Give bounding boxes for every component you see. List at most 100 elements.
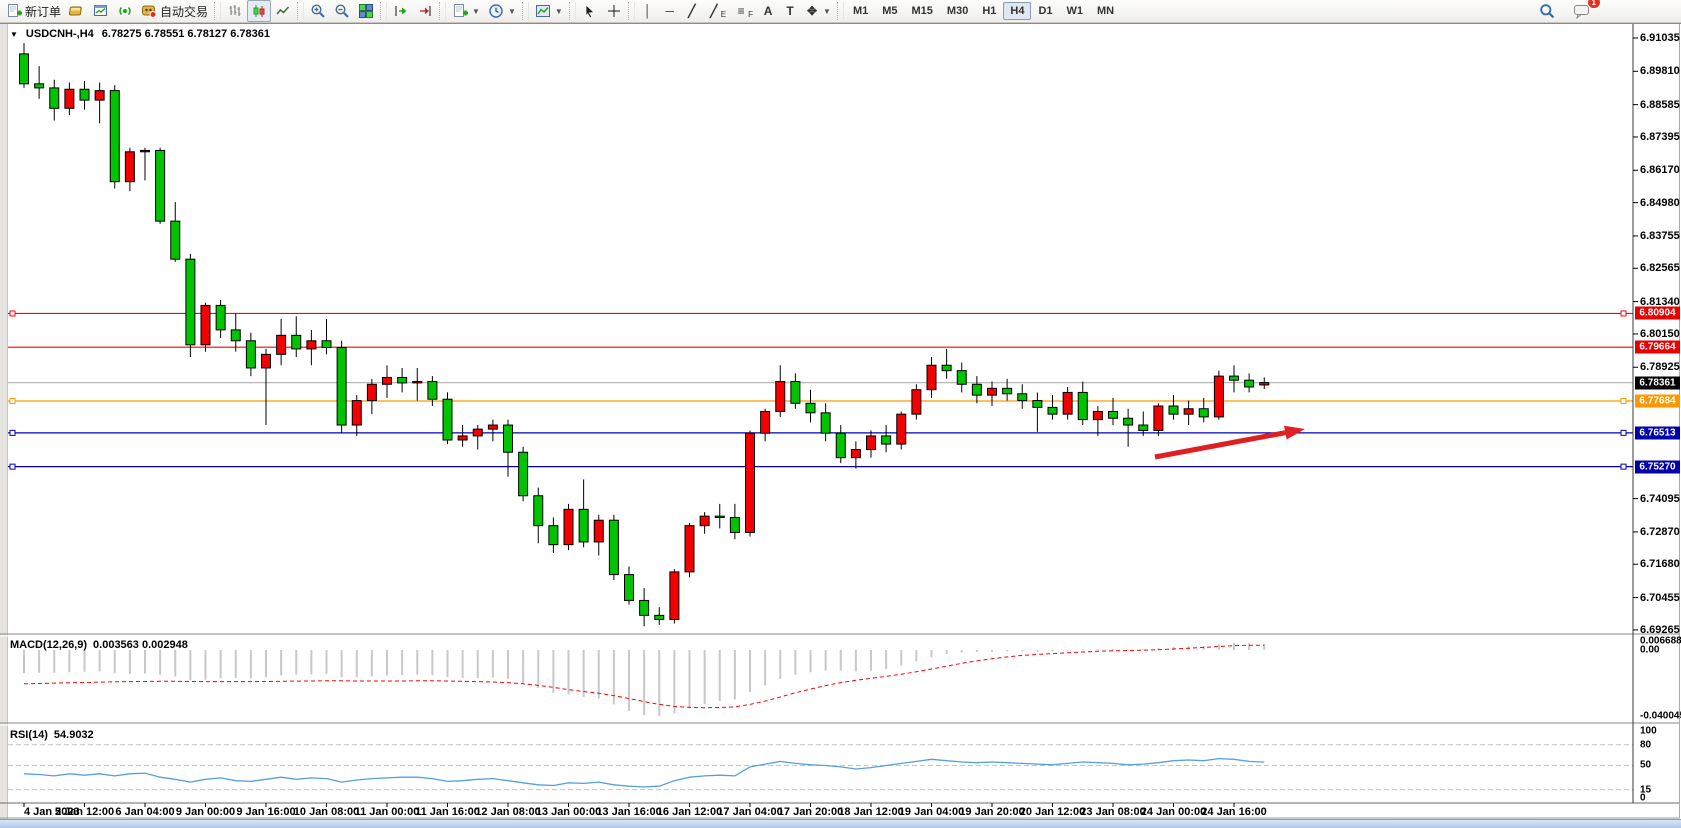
timeframe-m15-button[interactable]: M15 <box>911 5 933 17</box>
one-click-trading-toggle[interactable]: ▼ <box>10 29 18 39</box>
price-badge-6.76513: 6.76513 <box>1635 426 1680 440</box>
trendline-button[interactable]: ╱ <box>681 1 703 21</box>
crosshair-button[interactable] <box>602 0 626 22</box>
time-axis-label[interactable]: 17 Jan 04:00 <box>717 806 783 818</box>
time-axis-label[interactable]: 6 Jan 04:00 <box>115 806 175 818</box>
level-handle[interactable] <box>9 429 16 436</box>
candle-body <box>911 389 922 415</box>
zoom-in-button[interactable] <box>306 0 330 22</box>
time-axis-label[interactable]: 10 Jan 08:00 <box>293 806 360 818</box>
templates-dropdown-caret[interactable]: ▼ <box>554 6 563 16</box>
price-axis-label[interactable]: 6.71680 <box>1640 558 1680 571</box>
price-axis-label[interactable]: 6.69265 <box>1640 623 1680 636</box>
text-button[interactable]: A <box>757 1 779 21</box>
fibonacci-button[interactable]: ≡ F <box>730 1 757 22</box>
level-handle[interactable] <box>1620 310 1627 317</box>
time-axis-label[interactable]: 13 Jan 16:00 <box>596 806 662 818</box>
annotation-arrow-head[interactable] <box>1284 425 1305 440</box>
timeframe-d1-button[interactable]: D1 <box>1038 5 1053 17</box>
periods-dropdown-caret[interactable]: ▼ <box>507 6 516 16</box>
timeframe-h1-button[interactable]: H1 <box>982 5 997 17</box>
indicators-button[interactable]: ▼ <box>448 0 484 22</box>
price-axis-label[interactable]: 6.84980 <box>1640 196 1680 209</box>
auto-trading-button[interactable]: 自动交易 <box>137 0 212 23</box>
periods-button[interactable]: ▼ <box>484 0 520 22</box>
time-axis-label[interactable]: 13 Jan 00:00 <box>535 806 602 818</box>
level-handle[interactable] <box>1620 398 1627 405</box>
time-axis-label[interactable]: 24 Jan 00:00 <box>1140 806 1207 818</box>
price-axis-label[interactable]: 6.72870 <box>1640 525 1680 538</box>
timeframe-mn-button[interactable]: MN <box>1097 5 1115 17</box>
price-axis-label[interactable]: 6.82565 <box>1640 262 1680 275</box>
tile-windows-button[interactable] <box>354 0 378 22</box>
time-axis-label[interactable]: 23 Jan 08:00 <box>1080 806 1146 818</box>
level-handle[interactable] <box>9 398 16 405</box>
price-axis-label[interactable]: 6.89810 <box>1640 65 1680 78</box>
time-axis-label[interactable]: 19 Jan 04:00 <box>898 806 965 818</box>
time-axis-label[interactable]: 9 Jan 16:00 <box>236 806 296 818</box>
cursor-button[interactable] <box>578 0 602 22</box>
zoom-out-button[interactable] <box>330 0 354 22</box>
price-axis-label[interactable]: 6.91035 <box>1640 32 1680 44</box>
text-label-icon: T <box>786 4 794 18</box>
price-axis-label[interactable]: 6.88585 <box>1640 98 1680 111</box>
timeframe-h4-button[interactable]: H4 <box>1003 2 1032 20</box>
chart-plot-area[interactable] <box>0 24 1681 819</box>
price-axis-label[interactable]: 6.78925 <box>1640 361 1680 374</box>
price-axis-label[interactable]: 6.70455 <box>1640 591 1680 604</box>
indicators-dropdown-caret[interactable]: ▼ <box>472 6 480 16</box>
annotation-arrow-line[interactable] <box>1154 430 1286 460</box>
templates-button[interactable]: ▼ <box>531 0 567 22</box>
price-axis-label[interactable]: 6.83755 <box>1640 229 1680 242</box>
arrows-dropdown-caret[interactable]: ▼ <box>823 6 831 16</box>
gold-box-button[interactable] <box>65 0 89 22</box>
horizontal-line-button[interactable]: ─ <box>659 1 681 21</box>
time-axis-label[interactable]: 5 Jan 12:00 <box>54 806 115 818</box>
timeframe-m30-button[interactable]: M30 <box>946 5 969 17</box>
level-handle[interactable] <box>9 310 16 317</box>
auto-scroll-button[interactable] <box>389 0 413 22</box>
time-axis-label[interactable]: 12 Jan 08:00 <box>475 806 541 818</box>
time-axis-label[interactable]: 17 Jan 20:00 <box>777 806 844 818</box>
macd-bar <box>219 650 222 679</box>
time-axis-label[interactable]: 24 Jan 16:00 <box>1201 806 1267 818</box>
level-handle[interactable] <box>1620 429 1627 436</box>
time-axis-label[interactable]: 19 Jan 20:00 <box>959 806 1025 818</box>
time-axis-label[interactable]: 11 Jan 00:00 <box>354 806 420 818</box>
candle-body <box>775 381 786 412</box>
candle-body <box>639 599 650 616</box>
time-axis-label[interactable]: 18 Jan 12:00 <box>838 806 904 818</box>
time-axis-label[interactable]: 16 Jan 12:00 <box>656 806 723 818</box>
bar-chart-button[interactable] <box>223 0 247 22</box>
toolbar-separator <box>297 2 305 20</box>
chart-shift-button[interactable] <box>413 0 437 22</box>
time-axis-label[interactable]: 9 Jan 00:00 <box>175 806 236 818</box>
line-chart-button[interactable] <box>271 0 295 22</box>
time-axis-label[interactable]: 20 Jan 12:00 <box>1019 806 1086 818</box>
price-axis-label[interactable]: 6.81340 <box>1640 295 1680 308</box>
chart-window-button[interactable] <box>89 0 113 22</box>
equidistant-channel-button[interactable]: ╱ E <box>703 1 730 22</box>
timeframe-m5-button[interactable]: M5 <box>882 5 898 17</box>
price-axis-label[interactable]: 6.74095 <box>1640 492 1680 505</box>
vertical-line-button[interactable]: │ <box>637 1 659 21</box>
toolbar-group-1 <box>223 0 295 22</box>
new-order-button[interactable]: 新订单 <box>2 0 65 23</box>
timeframe-w1-button[interactable]: W1 <box>1066 5 1084 17</box>
price-axis-label[interactable]: 6.87395 <box>1640 130 1680 143</box>
macd-bar <box>658 650 661 716</box>
search-button[interactable] <box>1535 0 1559 22</box>
level-handle[interactable] <box>1620 463 1627 470</box>
time-axis-label[interactable]: 11 Jan 16:00 <box>415 806 480 818</box>
arrows-button[interactable]: ✥ ▼ <box>801 1 835 21</box>
chat-button[interactable]: 1 <box>1569 0 1601 22</box>
price-axis-label[interactable]: 6.80150 <box>1640 327 1680 340</box>
candle-body <box>866 435 876 451</box>
candlestick-chart-button[interactable] <box>247 0 272 22</box>
price-axis-label[interactable]: 6.86170 <box>1640 164 1680 177</box>
signal-button[interactable] <box>113 0 137 22</box>
level-handle[interactable] <box>9 463 16 470</box>
timeframe-m1-button[interactable]: M1 <box>852 5 869 17</box>
time-axis-label[interactable]: 4 Jan 2023 <box>24 806 80 818</box>
text-label-button[interactable]: T <box>779 1 801 21</box>
